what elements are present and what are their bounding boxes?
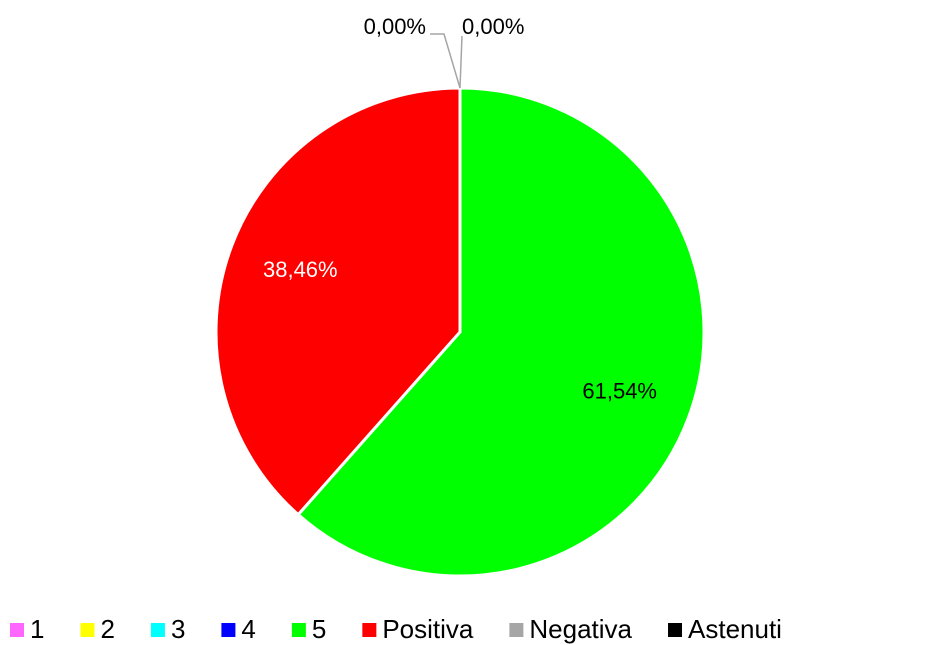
legend-label: 1 xyxy=(30,614,44,644)
data-label: 0,00% xyxy=(364,14,426,39)
legend-swatch xyxy=(10,623,24,637)
data-label: 38,46% xyxy=(263,257,338,282)
legend-swatch xyxy=(668,623,683,637)
legend-swatch xyxy=(80,623,95,637)
data-label: 61,54% xyxy=(582,378,657,403)
legend-label: Negativa xyxy=(529,614,632,644)
leader-line xyxy=(459,35,463,89)
leader-line xyxy=(430,33,461,89)
pie-slice xyxy=(214,86,462,517)
legend-swatch xyxy=(509,623,524,637)
legend-label: 3 xyxy=(171,614,185,644)
legend-swatch xyxy=(221,623,236,637)
legend-label: 5 xyxy=(312,614,326,644)
legend-label: 2 xyxy=(100,614,114,644)
legend-label: 4 xyxy=(241,614,255,644)
data-label: 0,00% xyxy=(462,14,524,39)
pie-slice xyxy=(296,86,706,578)
legend-label: Astenuti xyxy=(688,614,782,644)
legend-label: Positiva xyxy=(382,614,474,644)
legend-swatch xyxy=(150,623,165,637)
legend-swatch xyxy=(362,623,377,637)
legend-swatch xyxy=(291,623,306,637)
